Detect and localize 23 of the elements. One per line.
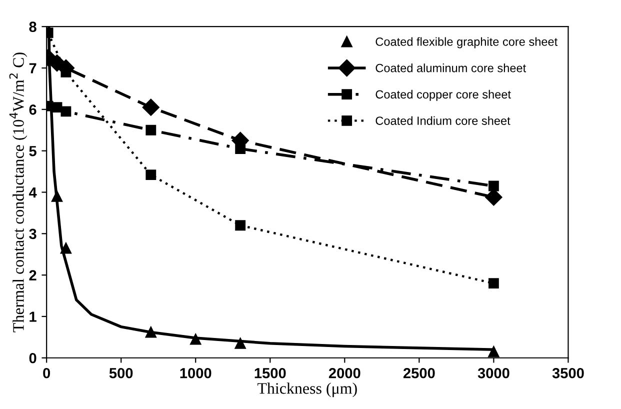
y-tick-label: 0 xyxy=(29,352,36,364)
x-tick-label: 1000 xyxy=(180,368,212,378)
x-tick-label: 1500 xyxy=(254,368,286,378)
x-tick-label: 3000 xyxy=(478,368,510,378)
y-tick-label: 7 xyxy=(29,63,36,74)
x-tick-label: 2500 xyxy=(403,368,435,378)
legend-label: Coated flexible graphite core sheet xyxy=(376,37,558,48)
y-tick-label: 5 xyxy=(29,146,36,156)
y-tick-label: 2 xyxy=(29,270,36,280)
y-tick-label: 3 xyxy=(29,228,36,240)
x-axis-title: Thickness (μm) xyxy=(257,382,357,398)
y-tick-label: 6 xyxy=(29,104,36,115)
y-tick-label: 4 xyxy=(28,187,37,198)
x-tick-label: 0 xyxy=(43,368,50,378)
legend-label: Coated Indium core sheet xyxy=(376,116,510,125)
x-tick-label: 500 xyxy=(109,368,133,378)
x-tick-label: 3500 xyxy=(552,368,584,378)
y-tick-label: 1 xyxy=(30,312,36,322)
y-tick-label: 8 xyxy=(29,22,36,32)
y-axis-title: Thermal contact conductance (10$^{4}$W/m$^{2}$ C) xyxy=(9,52,28,332)
legend-label: Coated aluminum core sheet xyxy=(376,64,526,72)
legend-label: Coated copper core sheet xyxy=(376,90,511,101)
x-tick-label: 2000 xyxy=(328,368,360,378)
